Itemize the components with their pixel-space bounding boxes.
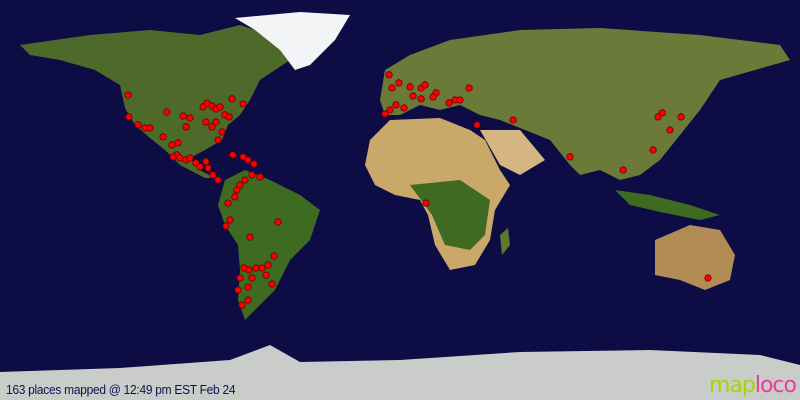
place-marker[interactable] <box>465 84 473 92</box>
place-marker[interactable] <box>256 173 264 181</box>
place-markers <box>124 71 712 309</box>
logo-part-map: map <box>708 373 756 398</box>
place-marker[interactable] <box>159 133 167 141</box>
land-eurasia <box>380 28 790 180</box>
place-marker[interactable] <box>509 116 517 124</box>
place-marker[interactable] <box>239 100 247 108</box>
place-marker[interactable] <box>704 274 712 282</box>
place-marker[interactable] <box>385 71 393 79</box>
place-marker[interactable] <box>134 121 142 129</box>
land-north-america <box>20 25 300 178</box>
place-marker[interactable] <box>258 264 266 272</box>
place-marker[interactable] <box>241 176 249 184</box>
place-marker[interactable] <box>406 83 414 91</box>
land-central-africa <box>410 180 490 250</box>
place-marker[interactable] <box>196 163 204 171</box>
place-marker[interactable] <box>395 79 403 87</box>
place-marker[interactable] <box>245 266 253 274</box>
place-marker[interactable] <box>216 103 224 111</box>
place-marker[interactable] <box>666 126 674 134</box>
place-marker[interactable] <box>176 154 184 162</box>
place-marker[interactable] <box>209 171 217 179</box>
place-marker[interactable] <box>169 153 177 161</box>
place-marker[interactable] <box>214 136 222 144</box>
place-marker[interactable] <box>244 283 252 291</box>
place-marker[interactable] <box>421 81 429 89</box>
place-marker[interactable] <box>224 199 232 207</box>
place-marker[interactable] <box>417 95 425 103</box>
place-marker[interactable] <box>386 106 394 114</box>
landmasses <box>0 12 800 400</box>
place-marker[interactable] <box>654 113 662 121</box>
place-marker[interactable] <box>677 113 685 121</box>
place-marker[interactable] <box>186 114 194 122</box>
place-marker[interactable] <box>186 154 194 162</box>
land-greenland <box>235 12 350 70</box>
place-marker[interactable] <box>473 121 481 129</box>
place-marker[interactable] <box>649 146 657 154</box>
land-australia <box>655 225 735 290</box>
place-marker[interactable] <box>274 218 282 226</box>
place-marker[interactable] <box>236 181 244 189</box>
land-indonesia <box>615 190 720 220</box>
place-marker[interactable] <box>388 84 396 92</box>
place-marker[interactable] <box>248 171 256 179</box>
place-marker[interactable] <box>246 233 254 241</box>
place-marker[interactable] <box>225 113 233 121</box>
places-mapped-caption: 163 places mapped @ 12:49 pm EST Feb 24 <box>6 382 236 397</box>
place-marker[interactable] <box>146 124 154 132</box>
place-marker[interactable] <box>124 91 132 99</box>
place-marker[interactable] <box>422 199 430 207</box>
place-marker[interactable] <box>174 139 182 147</box>
place-marker[interactable] <box>238 301 246 309</box>
place-marker[interactable] <box>218 128 226 136</box>
place-marker[interactable] <box>236 274 244 282</box>
place-marker[interactable] <box>226 216 234 224</box>
logo-part-loco: loco <box>754 373 797 398</box>
place-marker[interactable] <box>179 112 187 120</box>
place-marker[interactable] <box>168 141 176 149</box>
place-marker[interactable] <box>268 280 276 288</box>
place-marker[interactable] <box>202 118 210 126</box>
place-marker[interactable] <box>445 99 453 107</box>
place-marker[interactable] <box>244 296 252 304</box>
place-marker[interactable] <box>392 101 400 109</box>
place-marker[interactable] <box>429 93 437 101</box>
place-marker[interactable] <box>208 123 216 131</box>
place-marker[interactable] <box>231 193 239 201</box>
place-marker[interactable] <box>228 95 236 103</box>
place-marker[interactable] <box>619 166 627 174</box>
place-marker[interactable] <box>222 222 230 230</box>
place-marker[interactable] <box>163 108 171 116</box>
place-marker[interactable] <box>248 274 256 282</box>
place-marker[interactable] <box>456 96 464 104</box>
place-marker[interactable] <box>125 113 133 121</box>
place-marker[interactable] <box>250 160 258 168</box>
place-marker[interactable] <box>233 186 241 194</box>
place-marker[interactable] <box>229 151 237 159</box>
land-antarctica <box>0 345 800 400</box>
land-madagascar <box>500 228 510 255</box>
place-marker[interactable] <box>252 264 260 272</box>
place-marker[interactable] <box>182 123 190 131</box>
place-marker[interactable] <box>264 261 272 269</box>
place-marker[interactable] <box>234 286 242 294</box>
place-marker[interactable] <box>214 176 222 184</box>
place-marker[interactable] <box>409 92 417 100</box>
place-marker[interactable] <box>202 158 210 166</box>
place-marker[interactable] <box>244 156 252 164</box>
place-marker[interactable] <box>262 271 270 279</box>
maploco-logo[interactable]: maploco <box>708 373 797 398</box>
land-arabia <box>480 130 545 175</box>
place-marker[interactable] <box>381 110 389 118</box>
place-marker[interactable] <box>270 252 278 260</box>
place-marker[interactable] <box>566 153 574 161</box>
place-marker[interactable] <box>212 118 220 126</box>
place-marker[interactable] <box>204 164 212 172</box>
land-south-america <box>218 170 320 320</box>
place-marker[interactable] <box>400 104 408 112</box>
